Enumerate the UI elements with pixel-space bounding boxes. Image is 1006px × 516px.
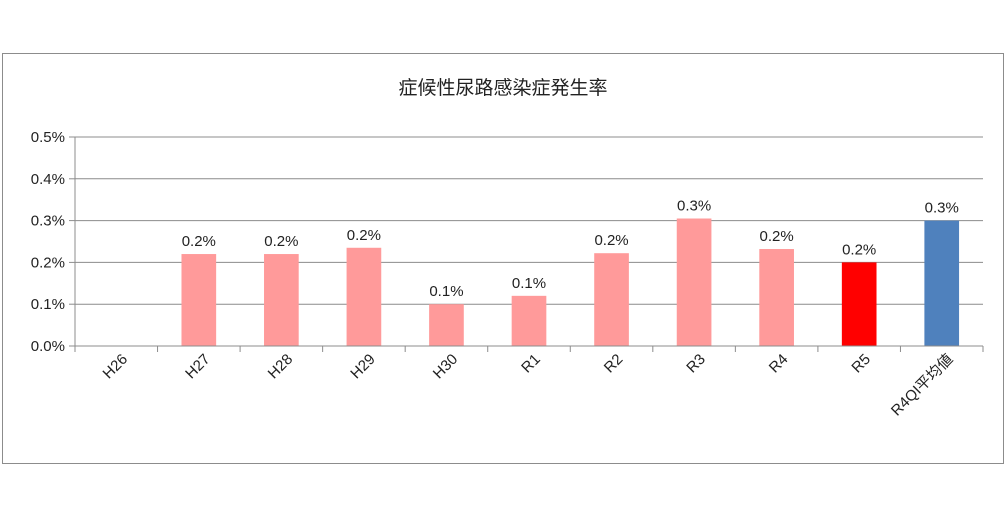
x-tick-label-R4: R4 — [766, 351, 792, 377]
x-tick-label-H27: H27 — [182, 351, 213, 382]
data-label-H30: 0.1% — [429, 283, 463, 300]
data-label-R4QI平均値: 0.3% — [925, 200, 959, 217]
x-axis-ticks: H26 H27 H28 H29 H30 R1 R2 R3 R4 R5 R4QI平均値 — [74, 346, 984, 420]
x-tick-label-H29: H29 — [347, 351, 378, 382]
y-tick-label: 0.4% — [31, 171, 65, 188]
bar-R1 — [511, 295, 547, 346]
data-label-R3: 0.3% — [677, 198, 711, 215]
x-tick-label-R4QI平均値: R4QI平均値 — [888, 351, 957, 420]
chart-title: 症候性尿路感染症発生率 — [398, 77, 607, 99]
data-label-R2: 0.2% — [594, 232, 628, 249]
x-tick-label-R5: R5 — [848, 351, 874, 377]
x-tick-label-R2: R2 — [601, 351, 627, 377]
x-tick-label-H26: H26 — [100, 351, 131, 382]
bar-H27 — [181, 254, 217, 346]
x-tick-label-H30: H30 — [430, 351, 461, 382]
bar-R3 — [676, 218, 712, 346]
axes — [74, 137, 983, 347]
bar-H29 — [346, 247, 382, 346]
data-label-H29: 0.2% — [347, 227, 381, 244]
data-label-R4: 0.2% — [760, 228, 794, 245]
y-tick-label: 0.1% — [31, 296, 65, 313]
bar-R2 — [594, 253, 629, 346]
bar-R4 — [759, 249, 794, 346]
chart-frame: 症候性尿路感染症発生率 0.0% 0.1% 0.2% 0.3% 0.4% 0.5% 0.2… — [2, 53, 1004, 464]
bar-H28 — [264, 254, 299, 346]
bar-R4QI平均値 — [924, 220, 960, 346]
y-tick-label: 0.0% — [31, 338, 65, 355]
bar-chart: 症候性尿路感染症発生率 0.0% 0.1% 0.2% 0.3% 0.4% 0.5% 0.2… — [31, 77, 984, 420]
data-labels: 0.2% 0.2% 0.2% 0.1% 0.1% 0.2% 0.3% 0.2% 0.2% 0.3% — [182, 198, 959, 301]
data-label-R5: 0.2% — [842, 241, 876, 258]
data-label-H27: 0.2% — [182, 233, 216, 250]
x-tick-label-R1: R1 — [518, 351, 544, 377]
bar-H30 — [429, 304, 464, 346]
bar-R5 — [841, 262, 877, 346]
y-tick-label: 0.5% — [31, 129, 65, 146]
y-axis-ticks: 0.0% 0.1% 0.2% 0.3% 0.4% 0.5% — [31, 129, 75, 355]
bars — [181, 218, 960, 346]
x-tick-label-R3: R3 — [683, 351, 709, 377]
x-tick-label-H28: H28 — [265, 351, 296, 382]
y-tick-label: 0.2% — [31, 254, 65, 271]
data-label-R1: 0.1% — [512, 275, 546, 292]
y-tick-label: 0.3% — [31, 213, 65, 230]
data-label-H28: 0.2% — [264, 233, 298, 250]
